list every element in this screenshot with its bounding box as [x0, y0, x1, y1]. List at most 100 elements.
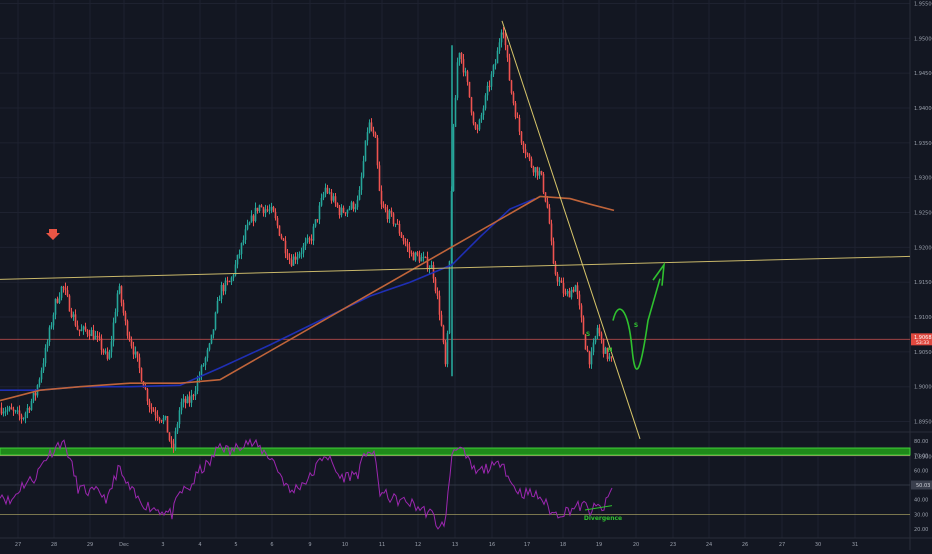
candle-body-89: [178, 410, 181, 425]
candle-body-197: [394, 223, 397, 225]
candle-body-274: [548, 207, 551, 224]
time-tick-20: 26: [742, 542, 748, 548]
candle-body-90: [180, 401, 183, 411]
candle-body-240: [480, 115, 483, 120]
candle-body-196: [392, 213, 395, 225]
annotation-label-3: Divergence: [584, 515, 622, 522]
rsi-current-label: 50.03: [916, 483, 930, 489]
candle-body-156: [312, 226, 315, 241]
time-tick-18: 23: [670, 542, 676, 548]
candle-body-218: [436, 291, 439, 296]
candle-body-104: [208, 343, 211, 350]
candle-body-265: [530, 158, 533, 167]
candle-body-138: [276, 218, 279, 226]
candle-body-136: [272, 206, 275, 212]
candle-body-224: [448, 261, 451, 334]
candle-body-269: [538, 171, 541, 176]
annotations-over: [0, 20, 911, 440]
candle-body-300: [600, 333, 603, 339]
candle-body-236: [472, 112, 475, 124]
candle-body-36: [72, 314, 75, 318]
candle-body-148: [296, 256, 299, 260]
candle-body-243: [486, 85, 489, 96]
candle-body-191: [382, 204, 385, 208]
candle-body-168: [336, 203, 339, 207]
candle-body-286: [572, 289, 575, 292]
candle-body-222: [444, 342, 447, 365]
candle-body-179: [358, 189, 361, 200]
candle-body-83: [166, 416, 169, 433]
candle-body-120: [240, 243, 243, 254]
candle-body-53: [106, 351, 109, 359]
candle-body-296: [592, 342, 595, 353]
candle-body-8: [16, 410, 19, 412]
candle-body-68: [136, 351, 139, 358]
candle-body-154: [308, 238, 311, 240]
candle-body-0: [0, 407, 3, 414]
time-tick-0: 27: [15, 542, 21, 548]
candle-body-206: [412, 253, 415, 261]
candle-body-285: [570, 289, 573, 298]
candle-body-178: [356, 199, 359, 208]
countdown-timer-label: 53:33: [916, 340, 929, 346]
candle-body-132: [264, 209, 267, 214]
moving-averages: [0, 195, 615, 402]
price-tick-0: 1.95500: [914, 1, 932, 7]
candle-body-105: [210, 334, 213, 344]
price-tick-8: 1.91500: [914, 280, 932, 286]
candle-body-202: [404, 241, 407, 244]
candle-body-137: [274, 211, 277, 219]
rsi-tick-2: 60.00: [914, 468, 928, 474]
candle-body-27: [54, 298, 57, 315]
candle-body-241: [482, 108, 485, 116]
candle-body-256: [512, 92, 515, 104]
moving-average-1: [0, 195, 615, 402]
price-tick-9: 1.91000: [914, 315, 932, 321]
candle-body-95: [190, 395, 193, 403]
candle-body-275: [550, 223, 553, 242]
candle-body-280: [560, 280, 563, 283]
candle-body-4: [8, 407, 11, 410]
candle-body-239: [478, 119, 481, 130]
candle-body-6: [12, 409, 15, 411]
candle-body-237: [474, 123, 477, 129]
time-tick-16: 19: [596, 542, 602, 548]
candle-body-7: [14, 410, 17, 412]
candle-body-106: [212, 329, 215, 335]
candle-body-107: [214, 312, 217, 330]
projection-path: [612, 278, 661, 370]
candle-body-294: [588, 351, 591, 365]
candle-body-94: [188, 396, 191, 403]
candle-body-51: [102, 349, 105, 353]
candle-body-252: [504, 34, 507, 46]
candle-body-15: [30, 401, 33, 410]
candle-body-192: [384, 207, 387, 210]
candle-body-56: [112, 322, 115, 342]
candle-body-215: [430, 265, 433, 269]
candle-body-145: [290, 259, 293, 266]
candle-body-187: [374, 133, 377, 138]
candle-body-123: [246, 224, 249, 230]
candle-body-99: [198, 376, 201, 380]
current-price-badge: [911, 333, 932, 346]
candle-body-205: [410, 252, 413, 254]
candle-body-160: [320, 197, 323, 206]
candle-body-211: [422, 256, 425, 258]
candle-body-88: [176, 424, 179, 432]
candle-body-290: [580, 305, 583, 318]
candle-body-304: [608, 356, 611, 359]
candle-body-199: [398, 224, 401, 234]
price-tick-10: 1.90500: [914, 350, 932, 356]
price-axis[interactable]: 1.95500 1.95000 1.94500 1.94000 1.93500 1.930…: [911, 1, 932, 533]
candle-body-26: [52, 314, 55, 326]
candle-body-204: [408, 246, 411, 253]
time-tick-11: 12: [415, 542, 421, 548]
candle-body-135: [270, 206, 273, 210]
candle-body-1: [2, 411, 5, 414]
candle-body-119: [238, 253, 241, 255]
candle-body-11: [22, 418, 25, 420]
time-axis[interactable]: 27 28 29 Dec 3 4 5 6 9 10 11 12 13 16 17 18 19 20 23 24 26 27…: [15, 542, 858, 548]
